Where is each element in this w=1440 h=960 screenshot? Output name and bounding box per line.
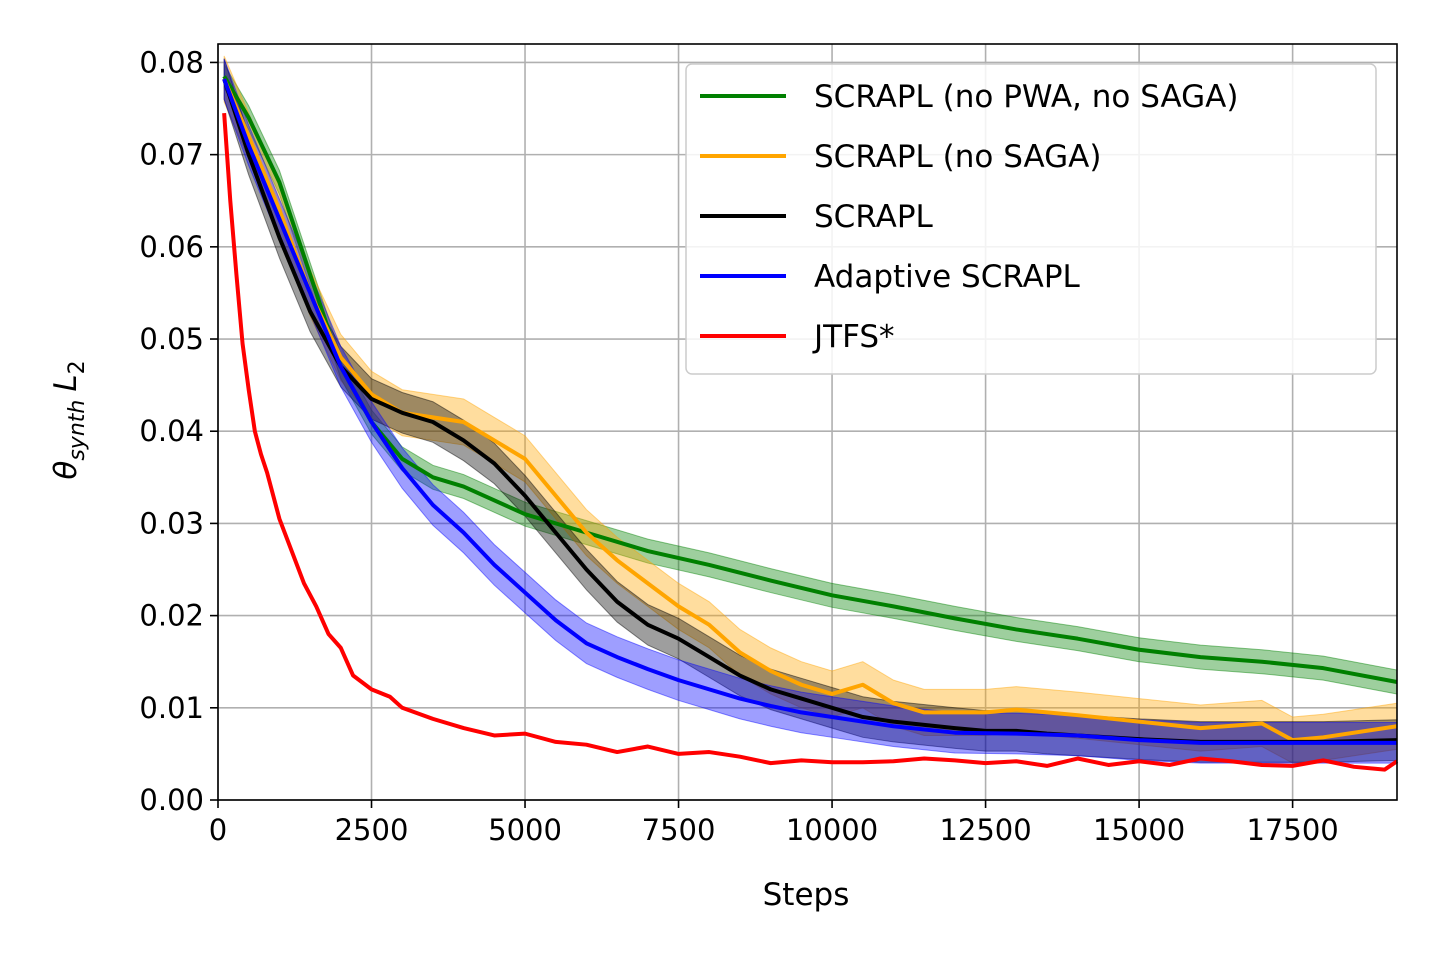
y-axis-label-sub: synth [65, 400, 90, 461]
series-line-3 [222, 78, 1397, 745]
y-tick-label: 0.06 [139, 230, 204, 264]
x-tick-label: 7500 [642, 813, 716, 847]
y-axis-ticks: 0.00 0.01 0.02 0.03 0.04 0.05 0.06 0.07 0.08 [139, 45, 218, 817]
y-tick-label: 0.07 [139, 138, 204, 172]
legend-label-2: SCRAPL [814, 199, 934, 235]
series-line-4 [222, 113, 1399, 772]
plot-frame [217, 43, 1398, 801]
legend-label-1: SCRAPL (no SAGA) [814, 139, 1101, 175]
y-tick-label: 0.03 [139, 506, 204, 540]
y-tick-label: 0.05 [139, 322, 204, 356]
series-lines [222, 75, 1399, 772]
x-tick-label: 0 [209, 813, 227, 847]
y-tick-label: 0.01 [139, 691, 204, 725]
y-tick-label: 0.08 [139, 45, 204, 79]
x-axis-label: Steps [763, 877, 850, 913]
x-tick-label: 17500 [1246, 813, 1338, 847]
legend-box [685, 63, 1377, 375]
legend: SCRAPL (no PWA, no SAGA) SCRAPL (no SAGA… [685, 63, 1377, 375]
legend-label-4: JTFS* [812, 319, 895, 355]
x-axis-ticks: 0 2500 5000 7500 10000 12500 15000 17500 [209, 800, 1339, 847]
legend-label-0: SCRAPL (no PWA, no SAGA) [814, 79, 1238, 115]
x-tick-label: 10000 [786, 813, 878, 847]
x-tick-label: 12500 [939, 813, 1031, 847]
y-axis-label-base: θ [48, 461, 84, 480]
y-axis-label-var-sub: 2 [65, 360, 90, 374]
x-tick-label: 15000 [1093, 813, 1185, 847]
y-axis-label: θsynth L2 [48, 360, 90, 479]
y-axis-label-var: L [48, 374, 84, 391]
legend-label-3: Adaptive SCRAPL [814, 259, 1081, 295]
x-tick-label: 5000 [488, 813, 562, 847]
y-tick-label: 0.00 [139, 783, 204, 817]
x-tick-label: 2500 [335, 813, 409, 847]
svg-text:θsynthL2: θsynth L2 [48, 360, 90, 479]
y-tick-label: 0.02 [139, 599, 204, 633]
y-tick-label: 0.04 [139, 414, 204, 448]
